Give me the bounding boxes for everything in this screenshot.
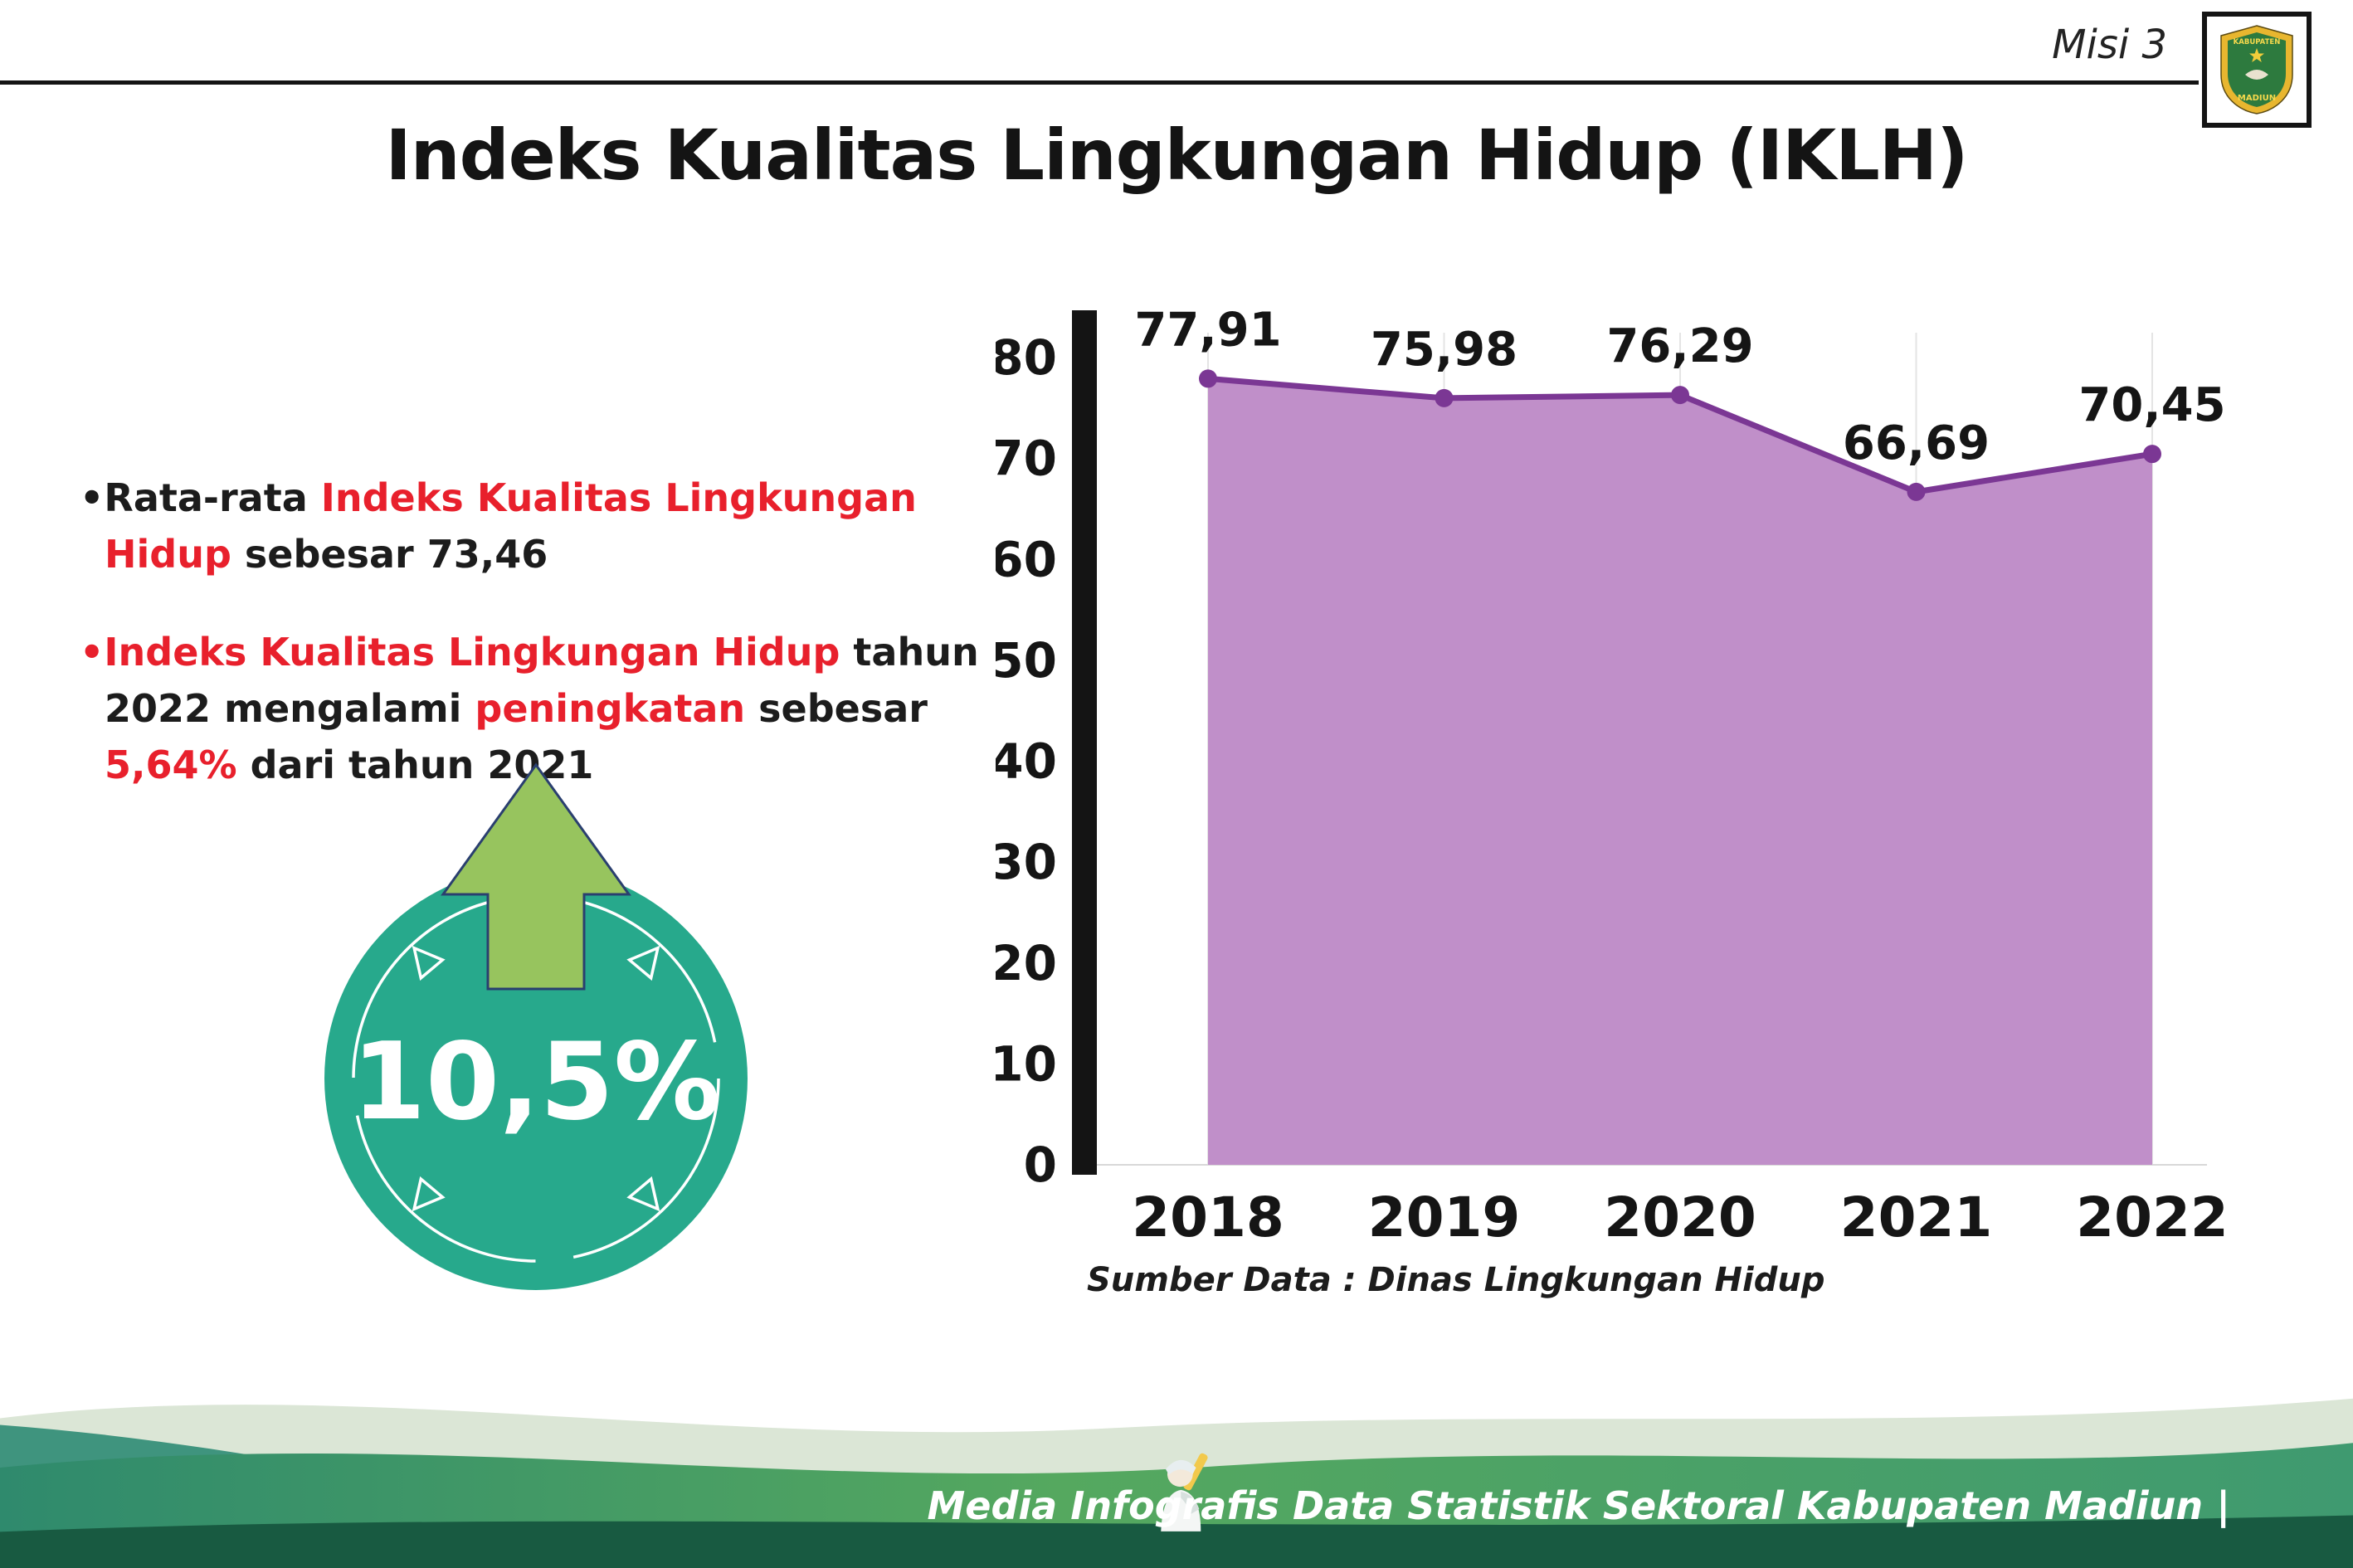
chart-point: [1199, 369, 1217, 388]
chart-value-label: 66,69: [1843, 416, 1990, 470]
bullet-average-iklh: •Rata-rata Indeks Kualitas Lingkungan Hi…: [80, 470, 1050, 582]
y-tick-label: 20: [996, 935, 1057, 991]
y-tick-label: 30: [996, 834, 1057, 890]
chart-point: [1671, 386, 1689, 405]
logo-crest-icon: KABUPATEN MADIUN: [2220, 25, 2293, 114]
chart-value-label: 76,29: [1606, 319, 1753, 373]
mascot-icon: [1161, 1453, 1208, 1531]
up-arrow-icon: [441, 762, 631, 991]
bullet2-text-1: tahun 2022 mengalami: [105, 630, 979, 732]
increase-badge: 10,5%: [324, 762, 748, 1290]
badge-tick-icon: [412, 945, 446, 981]
badge-value: 10,5%: [352, 1020, 720, 1144]
badge-circle: [324, 867, 748, 1290]
y-tick-label: 0: [1024, 1137, 1057, 1193]
y-tick-label: 50: [996, 632, 1057, 689]
iklh-area-chart: 77,91 75,98 76,29 66,69 70,45 0 10 20 30 40 50 60 70…: [996, 303, 2229, 1249]
logo-top-text: KABUPATEN: [2234, 38, 2281, 46]
badge-tick-icon: [626, 1176, 660, 1212]
x-tick-label: 2022: [2076, 1186, 2229, 1249]
summary-bullets: •Rata-rata Indeks Kualitas Lingkungan Hi…: [80, 470, 1050, 835]
bullet2-highlight-1: Indeks Kualitas Lingkungan Hidup: [104, 630, 840, 675]
chart-point: [1907, 482, 1926, 501]
chart-area: [1208, 378, 2152, 1165]
badge-ring: [352, 894, 720, 1263]
x-tick-label: 2018: [1132, 1186, 1284, 1249]
mascot-hat: [1166, 1459, 1196, 1475]
bullet2-highlight-3: 5,64%: [105, 743, 237, 788]
y-tick-label: 80: [996, 329, 1057, 386]
y-axis-bar: [1072, 310, 1097, 1175]
misi-label: Misi 3: [2052, 22, 2167, 68]
chart-value-label: 70,45: [2078, 378, 2225, 432]
kabupaten-madiun-logo: KABUPATEN MADIUN: [2202, 12, 2312, 128]
bullet2-text-2: sebesar: [745, 686, 928, 732]
page-title: Indeks Kualitas Lingkungan Hidup (IKLH): [385, 114, 1969, 196]
bullet-dot: •: [80, 475, 105, 520]
badge-tick-icon: [626, 945, 660, 981]
bullet1-text: Rata-rata: [104, 475, 321, 520]
bullet1-highlight: Indeks Kualitas Lingkungan Hidup: [105, 475, 917, 577]
bullet1-text-end: sebesar 73,46: [231, 532, 548, 577]
logo-bottom-text: MADIUN: [2238, 94, 2276, 103]
logo-star-icon: [2249, 48, 2264, 62]
chart-value-label: 77,91: [1134, 303, 1281, 357]
header-rule: [0, 80, 2199, 85]
y-tick-label: 10: [996, 1035, 1057, 1092]
x-tick-label: 2021: [1840, 1186, 1993, 1249]
y-tick-label: 60: [996, 531, 1057, 587]
bullet-dot: •: [80, 630, 105, 675]
badge-tick-icon: [412, 1176, 446, 1212]
logo-emblem-shape: [2245, 70, 2268, 80]
y-tick-label: 70: [996, 431, 1057, 487]
footer-caption: Media Infografis Data Statistik Sektoral…: [927, 1483, 2230, 1528]
chart-value-label: 75,98: [1371, 323, 1518, 377]
y-tick-label: 40: [996, 733, 1057, 790]
bullet2-highlight-2: peningkatan: [475, 686, 746, 732]
chart-point: [2143, 445, 2161, 464]
chart-point: [1435, 388, 1454, 407]
x-tick-label: 2019: [1368, 1186, 1521, 1249]
source-note: Sumber Data : Dinas Lingkungan Hidup: [1087, 1261, 1825, 1299]
wave-dark: [0, 1515, 2353, 1568]
x-tick-label: 2020: [1604, 1186, 1756, 1249]
mascot-arm: [1181, 1491, 1200, 1514]
